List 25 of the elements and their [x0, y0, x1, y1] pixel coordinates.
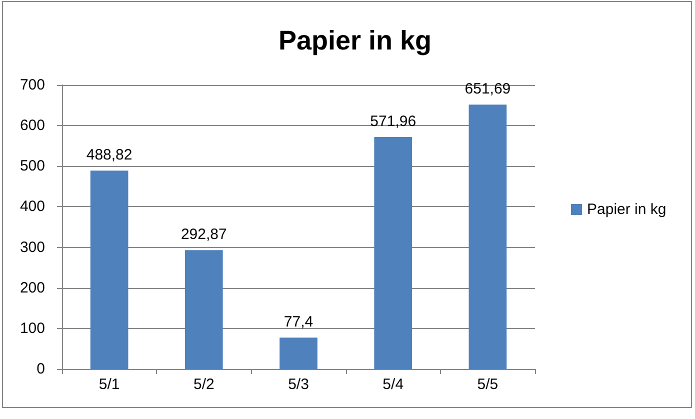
chart-title: Papier in kg [278, 26, 432, 56]
legend-label: Papier in kg [587, 201, 666, 218]
data-label: 651,69 [464, 80, 511, 98]
y-tick-label: 100 [20, 320, 45, 337]
data-label: 571,96 [370, 112, 416, 130]
bar [374, 136, 412, 369]
x-tick-label: 5/3 [288, 376, 309, 393]
y-tick-label: 700 [20, 76, 45, 94]
y-tick-label: 200 [20, 279, 45, 296]
y-tick-label: 500 [20, 158, 45, 175]
data-label: 77,4 [284, 314, 314, 331]
bar [90, 170, 128, 369]
data-label: 292,87 [180, 226, 227, 244]
x-tick-label: 5/1 [98, 376, 120, 393]
y-tick-label: 300 [20, 238, 45, 256]
x-tick-label: 5/4 [382, 376, 404, 393]
data-label: 488,82 [86, 146, 132, 164]
bar [468, 104, 507, 369]
bar [280, 338, 318, 369]
bar [184, 250, 223, 369]
y-tick-label: 600 [20, 117, 45, 134]
y-tick-label: 0 [36, 360, 45, 378]
x-tick-label: 5/5 [477, 376, 498, 393]
x-tick-label: 5/2 [193, 376, 214, 393]
y-tick-label: 400 [20, 198, 45, 216]
